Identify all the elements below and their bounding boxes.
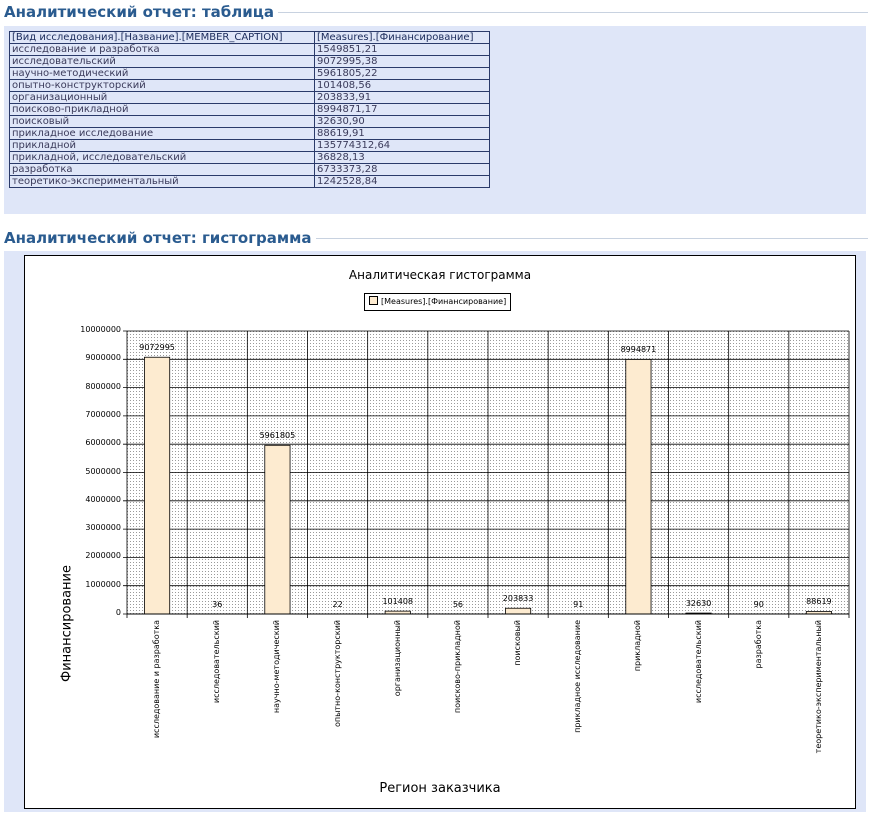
y-tick-label: 3000000: [85, 523, 121, 533]
y-tick-label: 2000000: [85, 551, 121, 561]
table-row: опытно-конструкторский 101408,56: [9, 79, 490, 92]
x-tick-label: разработка: [753, 620, 763, 669]
x-tick-label: прикладной: [633, 620, 643, 672]
bar-value-label: 90: [753, 599, 764, 609]
table-cell-caption: поисковый: [9, 115, 315, 128]
table-cell-caption: исследовательский: [9, 55, 315, 68]
table-row: поисково-прикладной 8994871,17: [9, 103, 490, 116]
x-tick-label: опытно-конструкторский: [332, 620, 342, 728]
legend-swatch: [369, 296, 378, 305]
table-row: прикладной 135774312,64: [9, 139, 490, 152]
bar-value-label: 32630: [685, 599, 712, 609]
table-section-header: Аналитический отчет: таблица: [0, 1, 872, 23]
x-tick-label: исследование и разработка: [152, 620, 162, 739]
table-row: поисковый 32630,90: [9, 115, 490, 128]
table-row: прикладной, исследовательский 36828,13: [9, 151, 490, 164]
y-tick-label: 7000000: [85, 409, 121, 419]
x-tick-label: исследовательский: [693, 620, 703, 704]
chart-frame: Аналитическая гистограмма [Measures].[Фи…: [24, 255, 856, 809]
bar-value-label: 101408: [382, 597, 414, 607]
table-section-rule: [4, 12, 868, 13]
table-row: разработка 6733373,28: [9, 163, 490, 176]
x-tick-label: исследовательский: [212, 620, 222, 704]
table-cell-value: 6733373,28: [314, 163, 490, 176]
bar: [264, 444, 291, 615]
legend-label: [Measures].[Финансирование]: [381, 297, 507, 306]
table-header-caption: [Вид исследования].[Название].[MEMBER_CA…: [9, 31, 315, 44]
bar-value-label: 203833: [502, 594, 534, 604]
y-tick-label: 5000000: [85, 466, 121, 476]
table-cell-caption: прикладной: [9, 139, 315, 152]
bar-value-label: 9072995: [139, 343, 175, 353]
bar: [505, 607, 532, 615]
x-tick-label: поисковый: [513, 620, 523, 666]
table-cell-caption: научно-методический: [9, 67, 315, 80]
bar: [144, 356, 171, 615]
table-row: исследовательский 9072995,38: [9, 55, 490, 68]
table-panel: [Вид исследования].[Название].[MEMBER_CA…: [4, 26, 866, 214]
y-tick-label: 0: [115, 608, 121, 617]
table-cell-value: 135774312,64: [314, 139, 490, 152]
y-tick-label: 8000000: [85, 381, 121, 391]
table-cell-value: 88619,91: [314, 127, 490, 140]
table-cell-value: 101408,56: [314, 79, 490, 92]
bar-value-label: 88619: [806, 597, 832, 607]
chart-section-header: Аналитический отчет: гистограмма: [0, 227, 872, 249]
bar-value-label: 36: [212, 599, 223, 609]
table-row: теоретико-экспериментальный 1242528,84: [9, 175, 490, 188]
table-header-row: [Вид исследования].[Название].[MEMBER_CA…: [9, 31, 490, 44]
table-cell-value: 8994871,17: [314, 103, 490, 116]
table-row: прикладное исследование 88619,91: [9, 127, 490, 140]
bar: [625, 359, 652, 615]
table-cell-caption: организационный: [9, 91, 315, 104]
table-cell-caption: теоретико-экспериментальный: [9, 175, 315, 188]
x-tick-label: научно-методический: [272, 620, 282, 714]
x-tick-label: организационный: [392, 620, 402, 697]
y-tick-label: 6000000: [85, 438, 121, 448]
table-row: научно-методический 5961805,22: [9, 67, 490, 80]
bar-value-label: 22: [332, 599, 343, 609]
table-cell-caption: прикладное исследование: [9, 127, 315, 140]
bar-value-label: 91: [573, 599, 584, 609]
x-axis-label: Регион заказчика: [379, 781, 501, 796]
table-cell-caption: поисково-прикладной: [9, 103, 315, 116]
y-tick-label: 1000000: [85, 579, 121, 589]
table-row: организационный 203833,91: [9, 91, 490, 104]
table-cell-value: 203833,91: [314, 91, 490, 104]
chart-section-title: Аналитический отчет: гистограмма: [4, 227, 316, 249]
table-cell-value: 32630,90: [314, 115, 490, 128]
table-section-title: Аналитический отчет: таблица: [4, 1, 278, 23]
table-row: исследование и разработка 1549851,21: [9, 43, 490, 56]
table-cell-caption: прикладной, исследовательский: [9, 151, 315, 164]
bar-value-label: 56: [452, 599, 463, 609]
chart-legend: [Measures].[Финансирование]: [364, 293, 512, 311]
table-cell-value: 9072995,38: [314, 55, 490, 68]
chart-section-rule: [4, 238, 868, 239]
chart-plot: [123, 330, 850, 618]
x-tick-label: поисково-прикладной: [452, 620, 462, 714]
table-cell-caption: опытно-конструкторский: [9, 79, 315, 92]
table-cell-value: 5961805,22: [314, 67, 490, 80]
x-tick-label: теоретико-экспериментальный: [813, 620, 823, 754]
table-cell-value: 1549851,21: [314, 43, 490, 56]
y-tick-label: 10000000: [80, 325, 121, 334]
chart-title: Аналитическая гистограмма: [348, 268, 532, 282]
table-cell-caption: исследование и разработка: [9, 43, 315, 56]
table-header-measure: [Measures].[Финансирование]: [314, 31, 490, 44]
y-tick-label: 9000000: [85, 353, 121, 363]
chart-panel: Аналитическая гистограмма [Measures].[Фи…: [4, 251, 866, 812]
data-table: [Вид исследования].[Название].[MEMBER_CA…: [9, 31, 490, 188]
table-cell-value: 1242528,84: [314, 175, 490, 188]
y-axis-label: Финансирование: [59, 565, 75, 682]
table-cell-value: 36828,13: [314, 151, 490, 164]
bar-value-label: 8994871: [620, 345, 657, 355]
y-tick-label: 4000000: [85, 494, 121, 504]
table-cell-caption: разработка: [9, 163, 315, 176]
bar-value-label: 5961805: [259, 431, 296, 441]
x-tick-label: прикладное исследование: [573, 620, 583, 733]
